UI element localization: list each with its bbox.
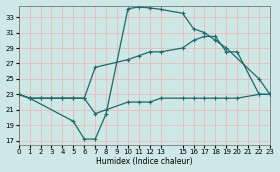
X-axis label: Humidex (Indice chaleur): Humidex (Indice chaleur) [96, 157, 193, 166]
